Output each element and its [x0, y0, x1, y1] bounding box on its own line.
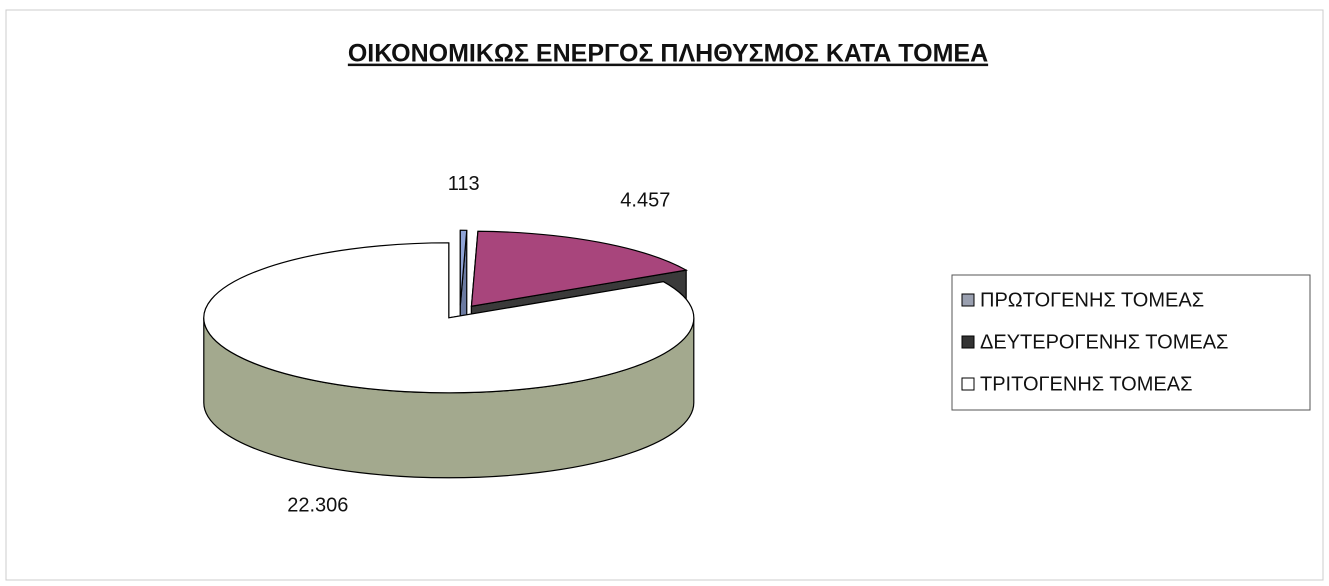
legend-swatch	[961, 293, 975, 307]
data-label: 22.306	[287, 495, 348, 517]
legend-swatch	[961, 335, 975, 349]
legend-swatch	[961, 377, 975, 391]
slice	[459, 229, 468, 306]
legend-label: ΔΕΥΤΕΡΟΓΕΝΗΣ ΤΟΜΕΑΣ	[980, 331, 1228, 353]
chart-title: ΟΙΚΟΝΟΜΙΚΩΣ ΕΝΕΡΓΟΣ ΠΛΗΘΥΣΜΟΣ ΚΑΤΑ ΤΟΜΕΑ	[348, 40, 988, 68]
data-label: 113	[448, 173, 480, 195]
data-label: 4.457	[620, 190, 670, 212]
slice	[470, 230, 688, 307]
legend-label: ΤΡΙΤΟΓΕΝΗΣ ΤΟΜΕΑΣ	[980, 373, 1192, 395]
slice	[203, 242, 695, 394]
legend-label: ΠΡΩΤΟΓΕΝΗΣ ΤΟΜΕΑΣ	[980, 289, 1204, 311]
legend	[951, 274, 1311, 411]
